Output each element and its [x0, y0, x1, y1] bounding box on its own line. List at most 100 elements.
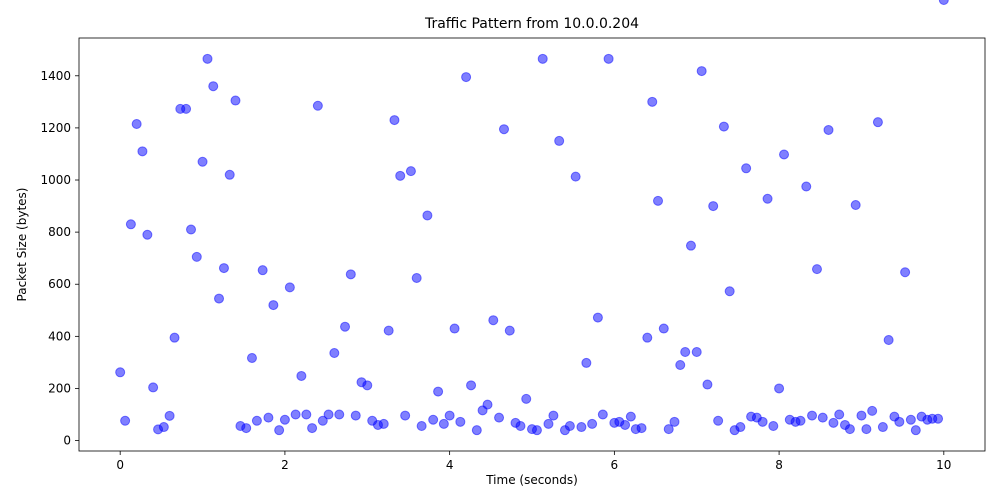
- data-point: [647, 96, 658, 107]
- data-point: [471, 425, 482, 436]
- data-point: [405, 166, 416, 177]
- data-point: [680, 346, 691, 357]
- data-point: [713, 415, 724, 426]
- data-point: [642, 332, 653, 343]
- data-point: [268, 300, 279, 311]
- data-point: [323, 409, 334, 420]
- data-point: [669, 416, 680, 427]
- data-point: [246, 352, 257, 363]
- data-point: [592, 312, 603, 323]
- data-point: [482, 399, 493, 410]
- data-point: [570, 171, 581, 182]
- data-point: [620, 419, 631, 430]
- data-point: [345, 269, 356, 280]
- data-point: [362, 380, 373, 391]
- data-point: [444, 410, 455, 421]
- data-point: [807, 410, 818, 421]
- data-point: [395, 170, 406, 181]
- data-point: [389, 115, 400, 126]
- x-tick-label: 2: [281, 458, 289, 472]
- y-tick-label: 200: [48, 381, 71, 395]
- data-point: [218, 263, 229, 274]
- data-point: [850, 200, 861, 211]
- data-point: [757, 416, 768, 427]
- data-point: [762, 193, 773, 204]
- data-point: [774, 383, 785, 394]
- data-point: [449, 323, 460, 334]
- data-point: [181, 103, 192, 114]
- data-point: [910, 425, 921, 436]
- x-axis-label: Time (seconds): [485, 473, 578, 487]
- data-point: [675, 360, 686, 371]
- y-tick-label: 1000: [40, 173, 71, 187]
- data-point: [708, 201, 719, 212]
- data-point: [603, 53, 614, 64]
- data-point: [718, 121, 729, 132]
- data-point: [779, 149, 790, 160]
- data-point: [251, 415, 262, 426]
- data-point: [494, 412, 505, 423]
- data-point: [653, 195, 664, 206]
- data-point: [340, 321, 351, 332]
- data-point: [142, 229, 153, 240]
- data-point: [214, 293, 225, 304]
- data-point: [284, 282, 295, 293]
- data-point: [724, 286, 735, 297]
- data-point: [531, 425, 542, 436]
- data-point: [115, 367, 126, 378]
- y-tick-label: 600: [48, 277, 71, 291]
- data-point: [861, 424, 872, 435]
- data-point: [801, 181, 812, 192]
- data-point: [334, 409, 345, 420]
- y-axis-label: Packet Size (bytes): [15, 188, 29, 302]
- y-tick-label: 0: [63, 434, 71, 448]
- data-point: [811, 264, 822, 275]
- data-point: [877, 422, 888, 433]
- y-tick-label: 800: [48, 225, 71, 239]
- data-point: [658, 323, 669, 334]
- axis-ticks: 0 2 4 6 8 10 0 200 400 600 800 1000 1200 1400: [40, 69, 951, 472]
- data-point: [350, 410, 361, 421]
- data-point: [317, 415, 328, 426]
- chart-title: Traffic Pattern from 10.0.0.204: [424, 16, 639, 32]
- data-point: [625, 411, 636, 422]
- data-point: [461, 72, 472, 83]
- data-point: [905, 414, 916, 425]
- data-point: [515, 420, 526, 431]
- data-point: [383, 325, 394, 336]
- data-point: [279, 414, 290, 425]
- x-tick-label: 4: [446, 458, 454, 472]
- data-point: [301, 409, 312, 420]
- data-point: [378, 418, 389, 429]
- data-point: [768, 420, 779, 431]
- data-point: [856, 410, 867, 421]
- data-point: [197, 156, 208, 167]
- data-point: [274, 425, 285, 436]
- data-point: [828, 417, 839, 428]
- data-point: [263, 412, 274, 423]
- data-point: [186, 224, 197, 235]
- data-point: [230, 95, 241, 106]
- data-point: [823, 124, 834, 135]
- data-point: [817, 412, 828, 423]
- data-point: [548, 410, 559, 421]
- y-tick-label: 400: [48, 329, 71, 343]
- data-point: [329, 348, 340, 359]
- data-point: [296, 370, 307, 381]
- data-point: [872, 117, 883, 128]
- data-point: [735, 422, 746, 433]
- data-point: [834, 409, 845, 420]
- data-point: [844, 424, 855, 435]
- data-point: [148, 382, 159, 393]
- data-point: [663, 424, 674, 435]
- data-point: [576, 422, 587, 433]
- data-point: [900, 267, 911, 278]
- data-point: [696, 66, 707, 77]
- data-point: [202, 53, 213, 64]
- data-point: [581, 357, 592, 368]
- data-point: [636, 423, 647, 434]
- data-point: [938, 0, 949, 5]
- data-point: [164, 410, 175, 421]
- data-point: [158, 422, 169, 433]
